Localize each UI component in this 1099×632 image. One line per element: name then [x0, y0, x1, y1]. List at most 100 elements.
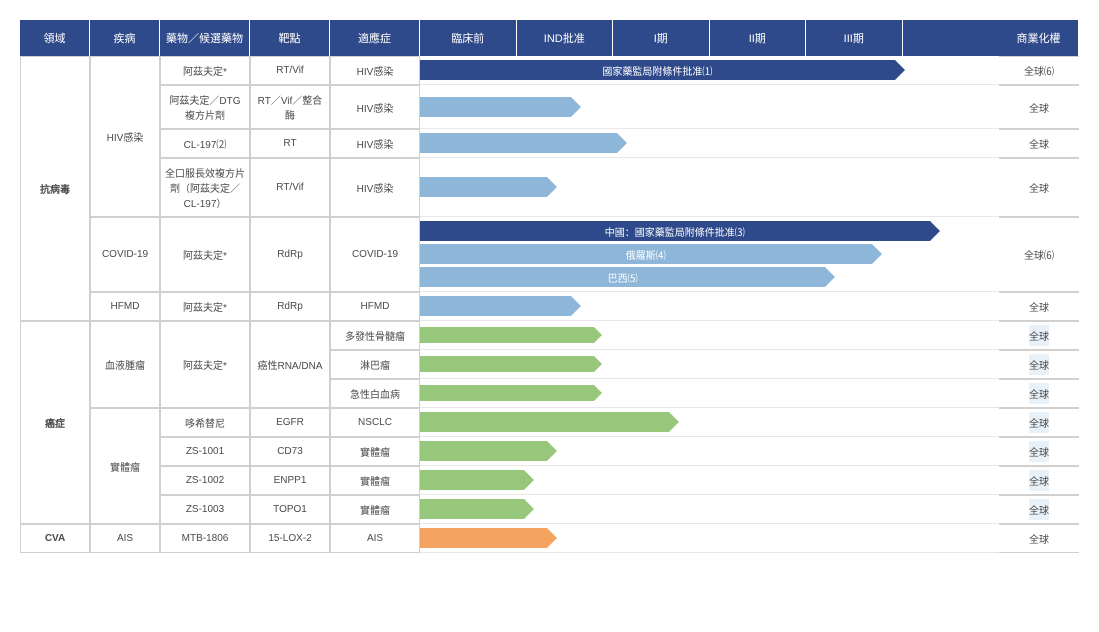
phase-bar: 俄羅斯⑷	[420, 244, 872, 264]
indication-cell: NSCLC	[330, 408, 420, 437]
target-cell: RT	[250, 129, 330, 158]
target-cell: RT/Vif	[250, 56, 330, 85]
drug-cell: ZS-1002	[160, 466, 250, 495]
rights-cell: 全球	[999, 292, 1079, 321]
phase-col-header: II期	[710, 20, 807, 56]
header-drug: 藥物／候選藥物	[160, 20, 250, 56]
phase-bar-cell	[420, 129, 999, 158]
phase-bar-cell	[420, 466, 999, 495]
phase-bar-cell	[420, 408, 999, 437]
phase-bar-cell	[420, 379, 999, 408]
phase-bar	[420, 296, 571, 316]
target-cell: RT/Vif	[250, 158, 330, 217]
target-cell: ENPP1	[250, 466, 330, 495]
phase-bar: 國家藥監局附條件批准⑴	[420, 60, 895, 80]
phase-bar	[420, 97, 571, 117]
indication-cell: AIS	[330, 524, 420, 553]
indication-cell: 淋巴瘤	[330, 350, 420, 379]
phase-bar	[420, 385, 594, 401]
indication-cell: HIV感染	[330, 158, 420, 217]
rights-pill: 全球	[1029, 470, 1049, 491]
rights-pill: 全球	[1029, 441, 1049, 462]
pipeline-table: 領域疾病藥物／候選藥物靶點適應症臨床前IND批准I期II期III期商業化權抗病毒…	[20, 20, 1079, 553]
rights-pill: 全球	[1029, 499, 1049, 520]
phase-col-header: III期	[806, 20, 903, 56]
drug-cell: MTB-1806	[160, 524, 250, 553]
rights-cell: 全球	[999, 321, 1079, 350]
indication-cell: HIV感染	[330, 56, 420, 85]
header-disease: 疾病	[90, 20, 160, 56]
rights-pill: 全球	[1029, 383, 1049, 404]
rights-cell: 全球	[999, 158, 1079, 217]
phase-bar-label: 俄羅斯⑷	[420, 247, 872, 262]
rights-pill: 全球	[1029, 354, 1049, 375]
rights-cell: 全球	[999, 524, 1079, 553]
phase-bar-cell	[420, 437, 999, 466]
phase-bar	[420, 133, 617, 153]
domain-cell: 抗病毒	[20, 56, 90, 321]
rights-cell: 全球	[999, 408, 1079, 437]
phase-col-header: I期	[613, 20, 710, 56]
phase-bar-cell: 國家藥監局附條件批准⑴	[420, 56, 999, 85]
drug-cell: CL-197⑵	[160, 129, 250, 158]
phase-bar-label: 巴西⑸	[420, 270, 825, 285]
drug-cell: 阿茲夫定*	[160, 217, 250, 292]
phase-bar-cell	[420, 292, 999, 321]
drug-cell: 哆希替尼	[160, 408, 250, 437]
indication-cell: 多發性骨髓瘤	[330, 321, 420, 350]
header-indication: 適應症	[330, 20, 420, 56]
target-cell: RdRp	[250, 217, 330, 292]
target-cell: CD73	[250, 437, 330, 466]
drug-cell: 全口服長效複方片劑（阿茲夫定／CL-197）	[160, 158, 250, 217]
phase-bar-label: 國家藥監局附條件批准⑴	[420, 63, 895, 78]
phase-bar-cell	[420, 321, 999, 350]
indication-cell: 實體瘤	[330, 466, 420, 495]
phase-bar: 巴西⑸	[420, 267, 825, 287]
phase-bar	[420, 177, 547, 197]
phase-bar	[420, 470, 524, 490]
indication-cell: 實體瘤	[330, 495, 420, 524]
phase-bar-cell: 中國：國家藥監局附條件批准⑶ 俄羅斯⑷ 巴西⑸	[420, 217, 999, 292]
phase-bar-cell	[420, 350, 999, 379]
indication-cell: HIV感染	[330, 129, 420, 158]
header-domain: 領域	[20, 20, 90, 56]
phase-bar-label: 中國：國家藥監局附條件批准⑶	[420, 224, 930, 239]
phase-bar-cell	[420, 85, 999, 129]
phase-bar-cell	[420, 495, 999, 524]
disease-cell: 實體瘤	[90, 408, 160, 524]
drug-cell: 阿茲夫定*	[160, 321, 250, 408]
phase-bar-cell	[420, 524, 999, 553]
rights-cell: 全球	[999, 379, 1079, 408]
phase-col-header: IND批准	[517, 20, 614, 56]
disease-cell: 血液腫瘤	[90, 321, 160, 408]
header-phases: 臨床前IND批准I期II期III期	[420, 20, 999, 56]
indication-cell: 實體瘤	[330, 437, 420, 466]
indication-cell: COVID-19	[330, 217, 420, 292]
disease-cell: HFMD	[90, 292, 160, 321]
indication-cell: 急性白血病	[330, 379, 420, 408]
rights-cell: 全球	[999, 495, 1079, 524]
header-rights: 商業化權	[999, 20, 1079, 56]
rights-pill: 全球	[1029, 412, 1049, 433]
target-cell: 癌性RNA/DNA	[250, 321, 330, 408]
disease-cell: COVID-19	[90, 217, 160, 292]
rights-cell: 全球⑹	[999, 217, 1079, 292]
phase-bar	[420, 412, 669, 432]
header-target: 靶點	[250, 20, 330, 56]
rights-cell: 全球	[999, 129, 1079, 158]
phase-col-spacer	[903, 20, 1000, 56]
disease-cell: HIV感染	[90, 56, 160, 217]
drug-cell: ZS-1001	[160, 437, 250, 466]
drug-cell: 阿茲夫定*	[160, 292, 250, 321]
rights-cell: 全球	[999, 85, 1079, 129]
rights-cell: 全球	[999, 466, 1079, 495]
phase-bar	[420, 327, 594, 343]
indication-cell: HFMD	[330, 292, 420, 321]
phase-col-header: 臨床前	[420, 20, 517, 56]
phase-bar: 中國：國家藥監局附條件批准⑶	[420, 221, 930, 241]
phase-bar	[420, 499, 524, 519]
target-cell: RT／Vif／整合酶	[250, 85, 330, 129]
drug-cell: 阿茲夫定／DTG複方片劑	[160, 85, 250, 129]
rights-pill: 全球	[1029, 325, 1049, 346]
drug-cell: ZS-1003	[160, 495, 250, 524]
